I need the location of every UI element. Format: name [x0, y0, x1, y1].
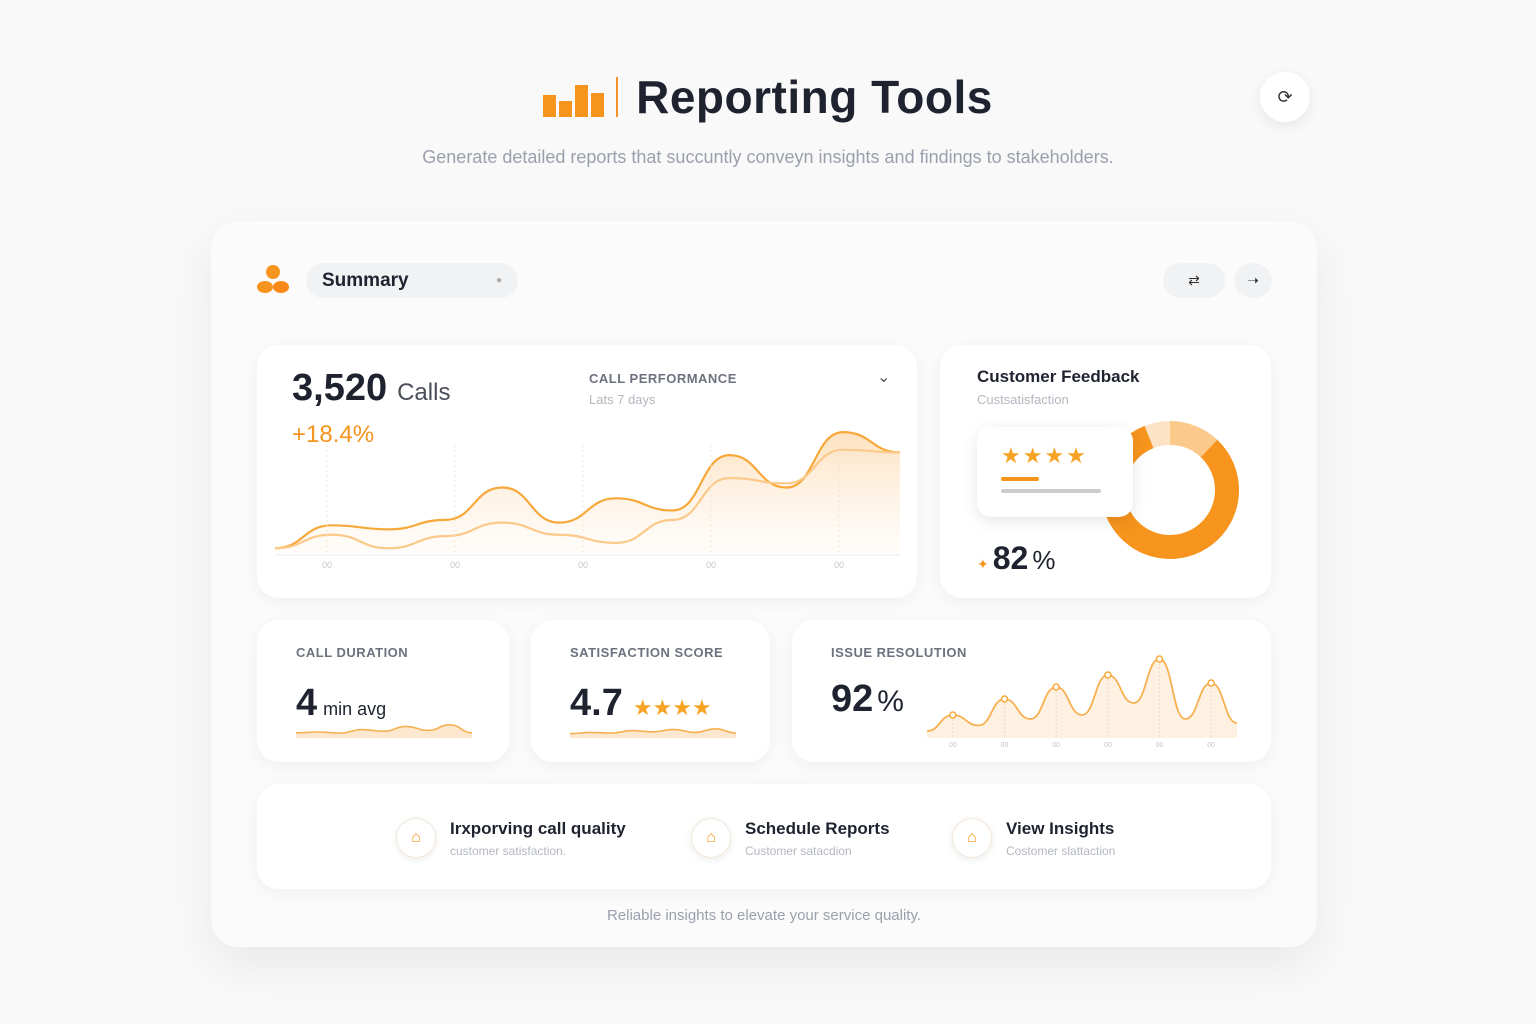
sparkline-area: [570, 728, 736, 738]
chevron-down-icon[interactable]: ⌄: [877, 369, 891, 386]
page-title: Reporting Tools: [636, 71, 993, 123]
calls-change: +18.4%: [292, 421, 375, 448]
rating-bubble: ★★★★: [977, 427, 1133, 517]
satisfaction-label: SATISFACTION SCORE: [570, 645, 724, 660]
x-tick-label: 00: [1001, 742, 1009, 749]
summary-label: Summary: [322, 269, 409, 291]
x-tick-label: 00: [450, 560, 460, 570]
sparkline-line: [296, 723, 472, 734]
expand-button[interactable]: ➝: [1234, 263, 1272, 298]
satisfaction-value: 4.7: [570, 682, 623, 724]
data-point: [1104, 671, 1112, 679]
share-icon: ⇄: [1188, 272, 1200, 288]
feedback-percent-sign: %: [1032, 545, 1056, 575]
refresh-button[interactable]: ⟳: [1260, 72, 1310, 122]
action-title: Schedule Reports: [745, 818, 890, 838]
duration-sparkline: [296, 723, 472, 738]
duration-value: 4: [296, 682, 318, 724]
x-tick-label: 00: [834, 560, 844, 570]
x-tick-label: 00: [1156, 742, 1164, 749]
chart-icon: ⌂: [396, 818, 436, 858]
arrow-icon: ➝: [1247, 272, 1259, 288]
action-title: Irxporving call quality: [450, 818, 626, 838]
action-improve-quality[interactable]: ⌂ Irxporving call quality customer satisfa…: [396, 818, 626, 858]
refresh-icon: ⟳: [1277, 86, 1293, 107]
series-line-secondary: [274, 448, 901, 550]
data-point: [1052, 683, 1060, 691]
summary-dropdown[interactable]: Summary ●: [306, 263, 518, 298]
x-tick-label: 00: [1104, 742, 1112, 749]
duration-label: CALL DURATION: [296, 645, 409, 660]
satisfaction-sparkline: [570, 727, 736, 738]
donut-slice: [1144, 421, 1171, 449]
page-header: Reporting Tools: [0, 70, 1536, 124]
action-schedule-reports[interactable]: ⌂ Schedule Reports Customer satacdion: [691, 818, 890, 858]
action-sub: Costomer slattaction: [1006, 843, 1116, 858]
calls-unit: Calls: [397, 379, 451, 406]
bar-chart-logo-icon: [543, 77, 619, 117]
x-tick-label: 00: [322, 560, 332, 570]
action-view-insights[interactable]: ⌂ View Insights Costomer slattaction: [952, 818, 1115, 858]
duration-unit: min avg: [323, 699, 387, 719]
dropdown-dot-icon: ●: [495, 275, 502, 286]
x-tick-label: 00: [578, 560, 588, 570]
data-point: [1207, 679, 1215, 687]
feedback-subtitle: Custsatisfaction: [977, 392, 1069, 407]
share-button[interactable]: ⇄: [1163, 263, 1225, 298]
footer-text: Reliable insights to elevate your servic…: [606, 907, 922, 924]
trend-icon: ✦: [977, 556, 989, 572]
data-point: [1000, 695, 1009, 703]
call-performance-chart: 00 00 00 00 00: [274, 431, 901, 570]
donut-slice: [1169, 421, 1218, 458]
action-sub: customer satisfaction.: [450, 843, 567, 858]
satisfaction-score-card: SATISFACTION SCORE 4.7 ★★★★: [531, 620, 770, 762]
customer-feedback-card: Customer Feedback Custsatisfaction ★★★★ …: [940, 345, 1271, 598]
resolution-unit: %: [877, 685, 904, 718]
resolution-line: [927, 658, 1238, 732]
rating-stars: ★★★★: [1001, 443, 1088, 468]
calls-value: 3,520: [292, 367, 388, 409]
sparkline-line: [570, 727, 736, 735]
resolution-area: [927, 659, 1237, 738]
data-point: [949, 711, 957, 719]
series-area: [275, 432, 900, 555]
data-point: [1155, 655, 1164, 663]
feedback-title: Customer Feedback: [977, 367, 1140, 386]
chart-icon: ⌂: [691, 818, 731, 858]
period-label: Lats 7 days: [589, 392, 656, 407]
satisfaction-stars: ★★★★: [632, 695, 712, 720]
page-subtitle: Generate detailed reports that succuntly…: [422, 147, 1114, 167]
user-icon: [256, 263, 290, 297]
section-label: CALL PERFORMANCE: [589, 371, 737, 386]
x-tick-label: 00: [949, 742, 957, 749]
issue-resolution-card: ISSUE RESOLUTION 92% 00 00 00 00 00 00: [792, 620, 1271, 762]
feedback-percent: 82: [992, 540, 1029, 576]
resolution-value: 92: [831, 678, 874, 720]
series-line-primary: [274, 431, 901, 550]
action-sub: Customer satacdion: [745, 843, 852, 858]
x-tick-label: 00: [1207, 742, 1215, 749]
action-title: View Insights: [1006, 818, 1115, 838]
call-duration-card: CALL DURATION 4 min avg: [257, 620, 509, 762]
issue-resolution-chart: 00 00 00 00 00 00: [927, 655, 1238, 749]
resolution-label: ISSUE RESOLUTION: [831, 645, 967, 660]
call-performance-card: 3,520 Calls +18.4% CALL PERFORMANCE Lats…: [257, 345, 917, 598]
x-tick-label: 00: [1052, 742, 1060, 749]
chart-icon: ⌂: [952, 818, 992, 858]
x-tick-label: 00: [706, 560, 716, 570]
